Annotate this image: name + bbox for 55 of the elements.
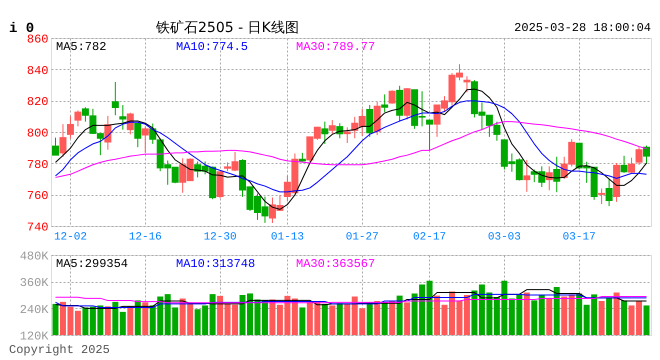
x-tick-label: 03-03 [488, 232, 521, 244]
candlestick [119, 104, 126, 130]
candlestick [426, 120, 434, 151]
y-tick-label: 780 [26, 158, 48, 172]
candlestick [59, 124, 66, 158]
candlestick [112, 82, 119, 116]
x-tick-label: 02-17 [413, 232, 446, 244]
candlestick [74, 110, 82, 127]
candlestick [463, 76, 470, 93]
candlestick [553, 156, 560, 193]
y-tick-label: 740 [26, 220, 48, 234]
candlestick [636, 146, 643, 166]
y-tick-label: 120K [20, 330, 50, 344]
line-series [54, 296, 648, 304]
candlestick [52, 137, 59, 156]
text: MA10:774.5 [176, 40, 248, 54]
x-tick-label: 12-02 [54, 232, 87, 244]
x-tick-label: 01-13 [270, 232, 304, 244]
y-tick-label: 480K [20, 250, 50, 264]
candlestick [388, 90, 396, 104]
x-tick-label: 01-27 [346, 232, 379, 244]
text: MA30:789.77 [296, 40, 376, 54]
text: MA5:782 [56, 40, 106, 54]
candlestick [523, 159, 530, 192]
y-tick-label: 840 [26, 64, 48, 78]
chart-title: 铁矿石2505 - 日K线图 [155, 20, 299, 36]
candlestick [321, 121, 328, 144]
text: MA5:299354 [56, 257, 128, 271]
candlestick [606, 178, 613, 207]
y-tick-label: 820 [26, 95, 48, 110]
text: Copyright 2025 [9, 343, 110, 357]
x-tick-label: 12-16 [128, 232, 162, 244]
y-tick-label: 360K [20, 276, 50, 290]
y-tick-label: 800 [26, 126, 48, 140]
line-series [54, 294, 648, 308]
candlestick [142, 126, 149, 154]
candlestick [366, 104, 374, 138]
y-tick-label: 240K [20, 302, 50, 317]
text: MA30:363567 [296, 257, 376, 271]
candlestick [66, 116, 74, 140]
candlestick [381, 94, 388, 113]
y-tick-label: 860 [26, 32, 48, 46]
candlestick [598, 188, 606, 205]
y-tick-label: 760 [26, 189, 48, 204]
x-tick-label: 03-17 [562, 232, 596, 244]
candlestick [620, 155, 628, 174]
candlestick [344, 126, 351, 144]
text: 2025-03-28 18:00:04 [514, 21, 651, 35]
candlestick [328, 120, 336, 134]
candlestick [628, 157, 636, 174]
candlestick [82, 106, 89, 122]
candlestick [643, 145, 650, 164]
x-tick-label: 12-30 [204, 232, 237, 244]
candlestick [134, 123, 142, 148]
text: MA10:313748 [176, 257, 256, 271]
